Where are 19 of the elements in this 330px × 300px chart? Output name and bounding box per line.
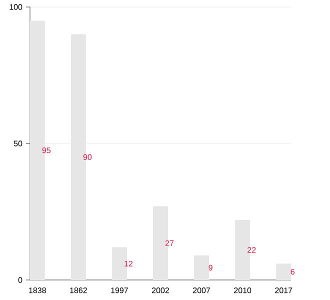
- y-tick-label: 50: [14, 140, 22, 146]
- data-label: 27: [165, 240, 174, 246]
- y-tick-label: 0: [18, 277, 22, 283]
- data-label: 22: [248, 247, 256, 253]
- data-label: 90: [83, 154, 92, 160]
- x-tick-label: 2010: [234, 288, 252, 294]
- x-tick-label: 2007: [193, 288, 210, 294]
- x-tick-label: 1997: [111, 288, 128, 294]
- x-tick-label: 2002: [152, 288, 169, 294]
- data-label: 6: [290, 268, 294, 275]
- x-tick-label: 1838: [29, 288, 46, 294]
- data-label: 12: [124, 260, 133, 266]
- x-tick-label: 1862: [70, 288, 87, 294]
- y-tick-label: 100: [10, 4, 22, 10]
- x-tick-label: 2017: [275, 288, 292, 294]
- data-label: 9: [208, 264, 212, 271]
- bar: [276, 264, 292, 280]
- data-label: 95: [42, 147, 51, 154]
- bar: [194, 255, 210, 280]
